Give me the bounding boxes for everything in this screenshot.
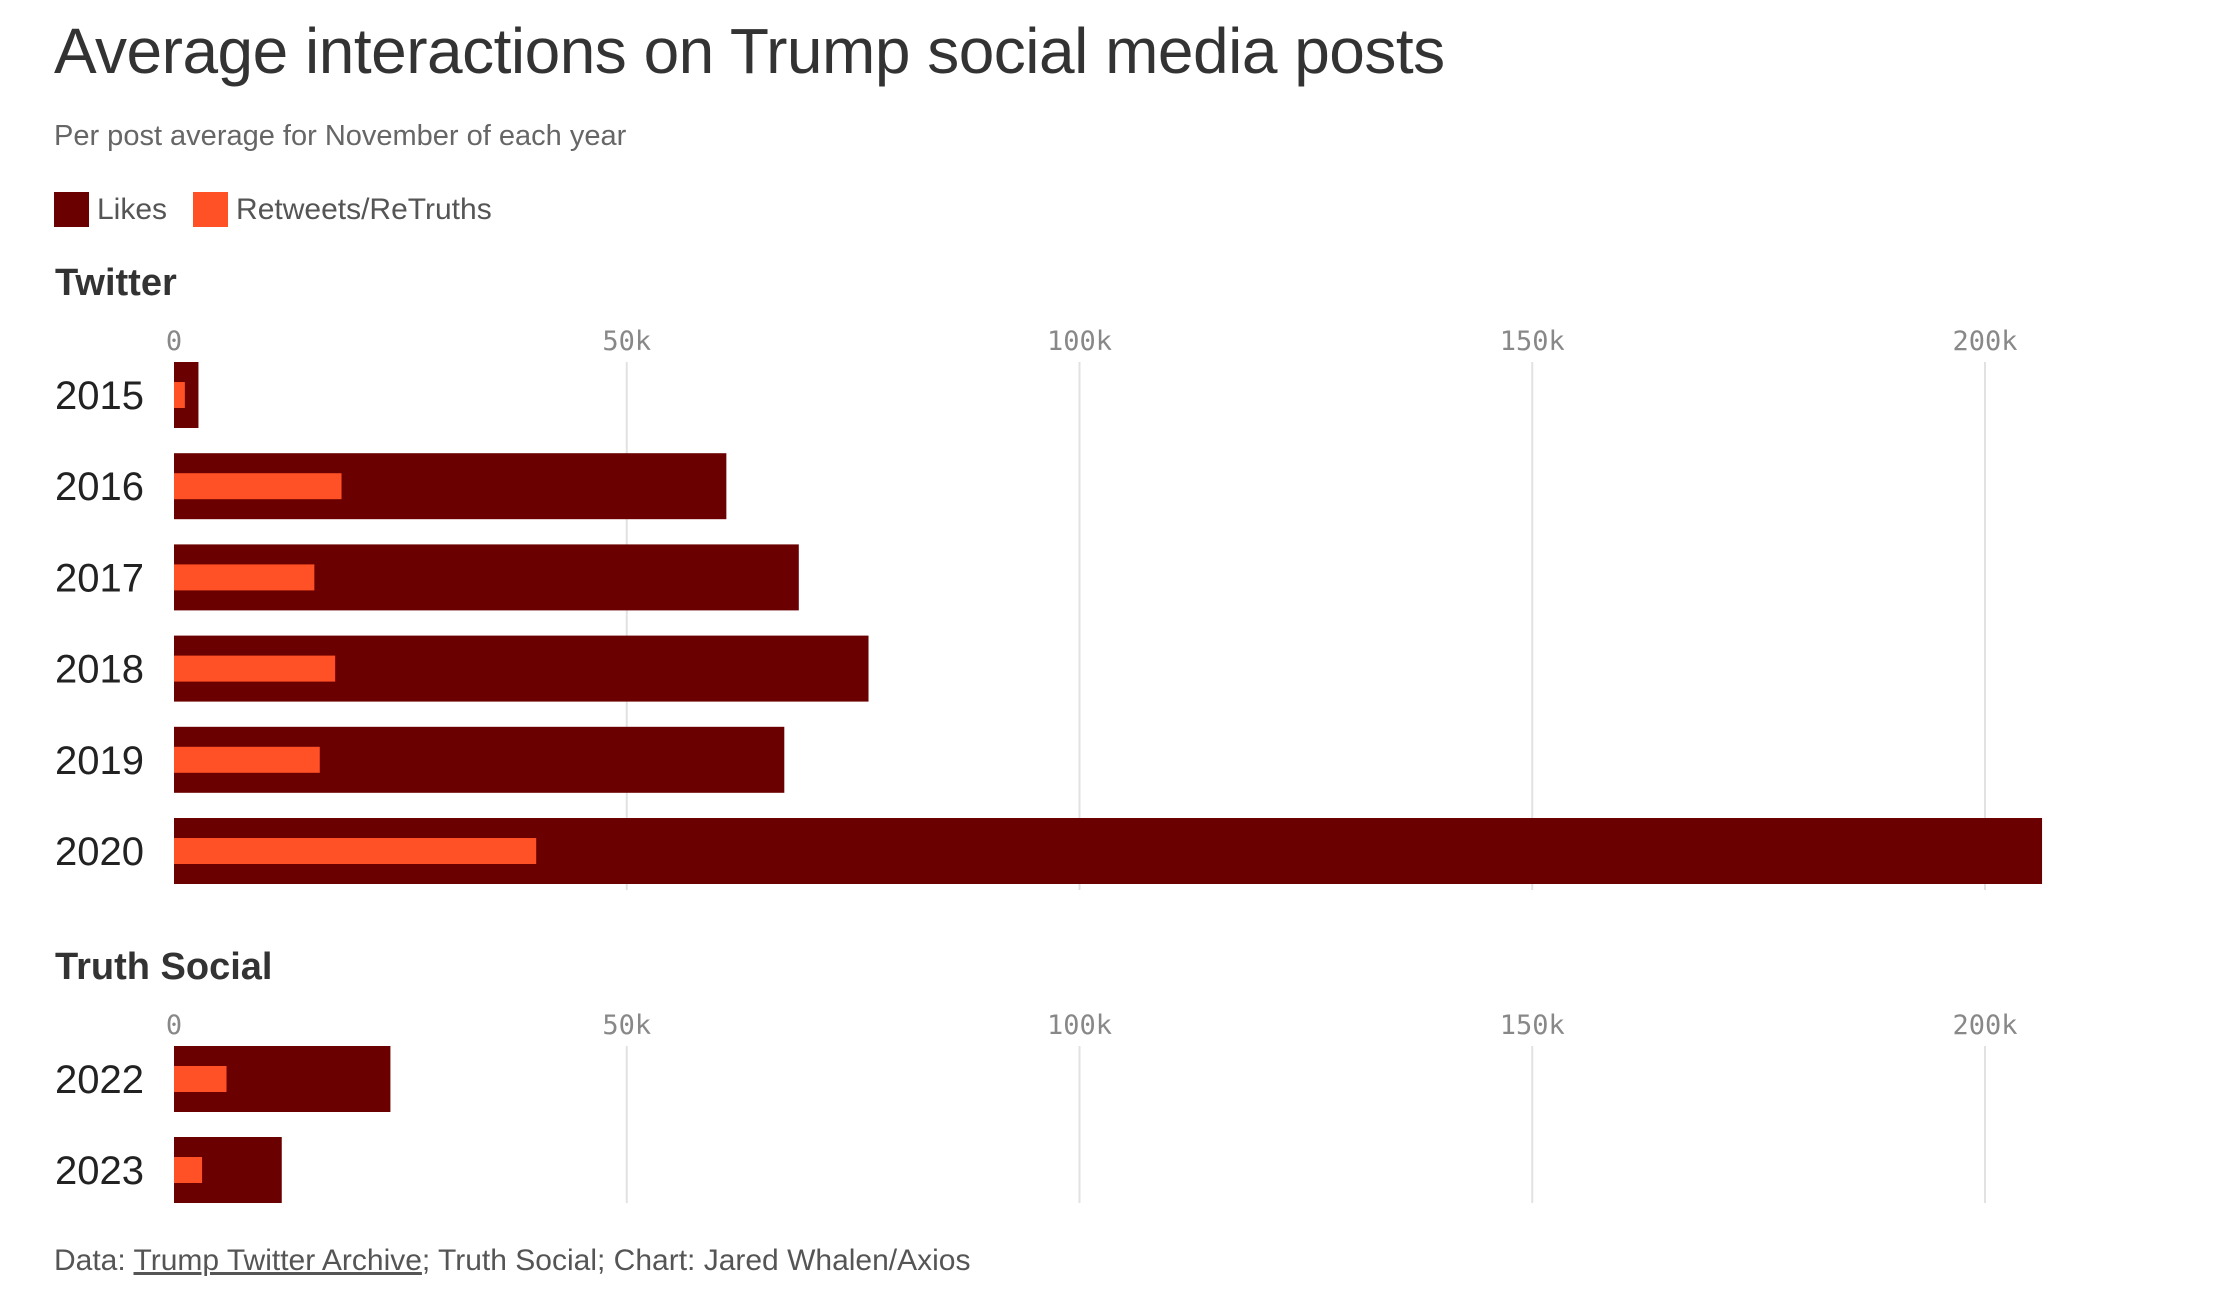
- legend: Likes Retweets/ReTruths: [54, 192, 518, 227]
- source-footer: Data: Trump Twitter Archive; Truth Socia…: [54, 1244, 971, 1278]
- footer-prefix: Data:: [54, 1244, 134, 1277]
- truth-social-tick-label: 150k: [1500, 1010, 1565, 1041]
- twitter-section-title: Twitter: [55, 262, 177, 304]
- truth-social-section-title: Truth Social: [55, 946, 273, 988]
- truth-social-tick-label: 0: [166, 1010, 182, 1041]
- truth-social-tick-label: 200k: [1952, 1010, 2017, 1041]
- legend-label-retweets: Retweets/ReTruths: [236, 192, 492, 226]
- truth-social-bar-retweets-2023: [174, 1157, 203, 1183]
- truth-social-tick-label: 50k: [602, 1010, 651, 1041]
- twitter-tick-label: 100k: [1047, 326, 1112, 357]
- twitter-category-label: 2019: [55, 739, 144, 783]
- twitter-tick-label: 200k: [1952, 326, 2017, 357]
- legend-label-likes: Likes: [97, 192, 168, 226]
- truth-social-category-label: 2023: [55, 1149, 144, 1193]
- twitter-tick-label: 0: [166, 326, 182, 357]
- twitter-bar-retweets-2016: [174, 473, 342, 500]
- twitter-category-label: 2017: [55, 556, 144, 600]
- truth-social-category-label: 2022: [55, 1058, 144, 1102]
- twitter-tick-label: 150k: [1500, 326, 1565, 357]
- chart-title: Average interactions on Trump social med…: [54, 15, 1445, 87]
- source-link[interactable]: Trump Twitter Archive: [133, 1244, 422, 1277]
- twitter-bar-retweets-2020: [174, 838, 537, 864]
- twitter-category-label: 2015: [55, 374, 144, 418]
- footer-rest: ; Truth Social; Chart: Jared Whalen/Axio…: [421, 1244, 971, 1277]
- twitter-bar-retweets-2015: [174, 382, 185, 408]
- chart-subtitle: Per post average for November of each ye…: [54, 120, 627, 152]
- twitter-category-label: 2018: [55, 648, 144, 692]
- truth-social-bar-retweets-2022: [174, 1066, 227, 1092]
- twitter-tick-label: 50k: [602, 326, 651, 357]
- twitter-bar-retweets-2017: [174, 564, 315, 591]
- twitter-bar-retweets-2018: [174, 655, 336, 682]
- truth-social-tick-label: 100k: [1047, 1010, 1112, 1041]
- legend-item-likes: Likes: [54, 192, 167, 227]
- twitter-bar-retweets-2019: [174, 746, 320, 773]
- legend-swatch-likes: [54, 192, 89, 227]
- twitter-category-label: 2020: [55, 830, 144, 874]
- legend-item-retweets: Retweets/ReTruths: [193, 192, 492, 227]
- legend-swatch-retweets: [193, 192, 229, 227]
- twitter-category-label: 2016: [55, 465, 144, 509]
